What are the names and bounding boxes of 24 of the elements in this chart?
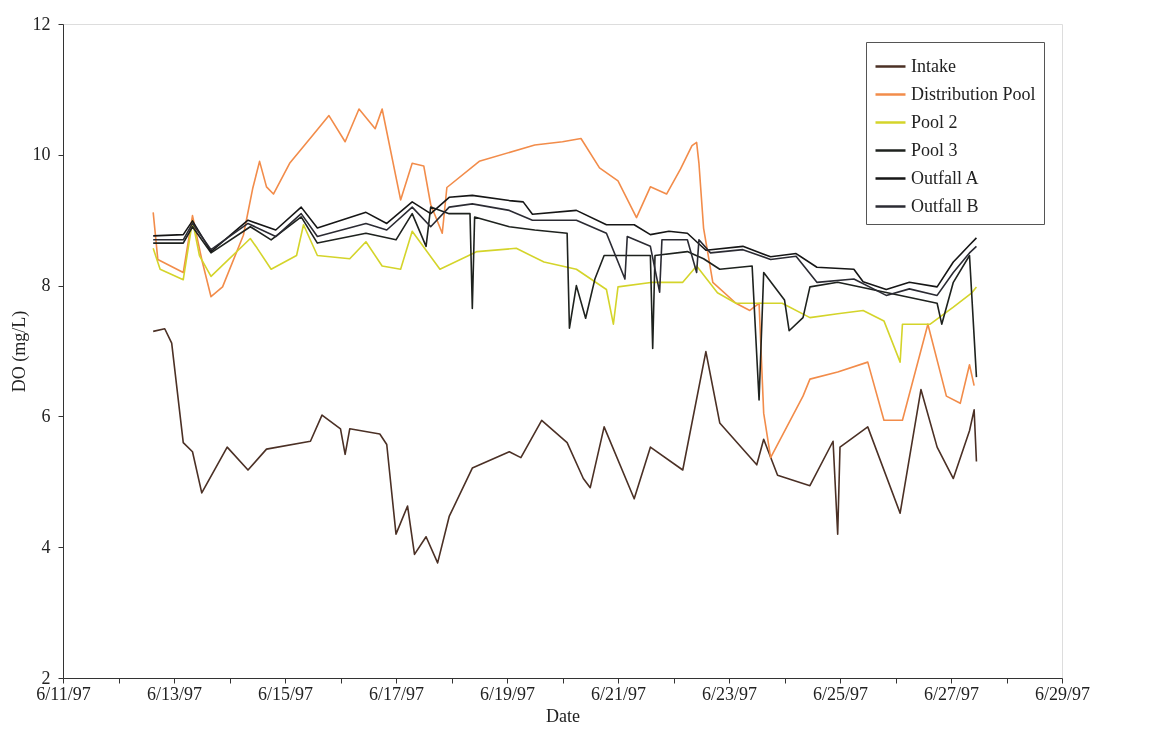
x-tick-label: 6/27/97 — [923, 683, 980, 704]
legend-label: Pool 3 — [911, 139, 958, 160]
legend-label: Outfall B — [911, 195, 979, 216]
x-tick-label: 6/29/97 — [1034, 683, 1091, 704]
x-axis-title: Date — [546, 705, 580, 726]
y-tick-label: 4 — [41, 536, 51, 557]
legend-label: Outfall A — [911, 167, 979, 188]
y-tick-label: 10 — [32, 144, 51, 165]
x-tick-label: 6/21/97 — [590, 683, 647, 704]
y-axis-title: DO (mg/L) — [8, 310, 30, 393]
y-tick-label: 6 — [41, 405, 51, 426]
y-tick-label: 12 — [32, 13, 51, 34]
x-tick-label: 6/19/97 — [479, 683, 536, 704]
x-tick-label: 6/23/97 — [701, 683, 758, 704]
y-tick-label: 8 — [41, 275, 51, 296]
line-series — [152, 220, 978, 363]
legend-label: Distribution Pool — [911, 83, 1036, 104]
line-series — [152, 327, 978, 564]
legend-label: Intake — [911, 55, 956, 76]
x-tick-label: 6/25/97 — [812, 683, 869, 704]
x-tick-label: 6/15/97 — [257, 683, 314, 704]
legend-label: Pool 2 — [911, 111, 958, 132]
x-tick-label: 6/17/97 — [368, 683, 425, 704]
x-tick-label: 6/13/97 — [146, 683, 203, 704]
